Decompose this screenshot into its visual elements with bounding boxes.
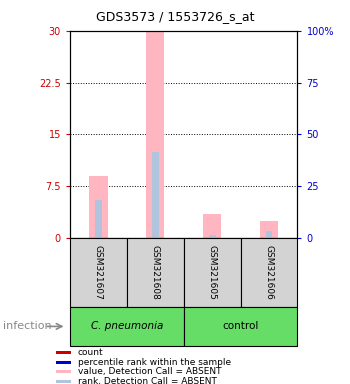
Text: GSM321606: GSM321606 bbox=[265, 245, 274, 300]
Text: percentile rank within the sample: percentile rank within the sample bbox=[78, 358, 231, 367]
Bar bbox=[95, 200, 102, 238]
Bar bbox=[56, 351, 71, 354]
Bar bbox=[184, 238, 240, 307]
Bar bbox=[70, 307, 184, 346]
Text: value, Detection Call = ABSENT: value, Detection Call = ABSENT bbox=[78, 367, 221, 376]
Bar bbox=[56, 370, 71, 373]
Bar bbox=[70, 238, 127, 307]
Bar bbox=[266, 231, 272, 238]
Bar bbox=[146, 31, 164, 238]
Text: GSM321605: GSM321605 bbox=[208, 245, 217, 300]
Bar bbox=[203, 214, 221, 238]
Bar bbox=[152, 152, 159, 238]
Text: control: control bbox=[223, 321, 259, 331]
Bar bbox=[56, 380, 71, 383]
Text: rank, Detection Call = ABSENT: rank, Detection Call = ABSENT bbox=[78, 377, 217, 384]
Text: GDS3573 / 1553726_s_at: GDS3573 / 1553726_s_at bbox=[96, 10, 254, 23]
Text: C. pneumonia: C. pneumonia bbox=[91, 321, 163, 331]
Bar bbox=[89, 176, 107, 238]
Text: GSM321607: GSM321607 bbox=[94, 245, 103, 300]
Bar bbox=[260, 221, 278, 238]
Text: infection: infection bbox=[4, 321, 52, 331]
Bar bbox=[240, 238, 298, 307]
Bar bbox=[127, 238, 184, 307]
Bar bbox=[56, 361, 71, 364]
Text: GSM321608: GSM321608 bbox=[151, 245, 160, 300]
Bar bbox=[209, 235, 216, 238]
Bar bbox=[184, 307, 298, 346]
Text: count: count bbox=[78, 348, 103, 357]
